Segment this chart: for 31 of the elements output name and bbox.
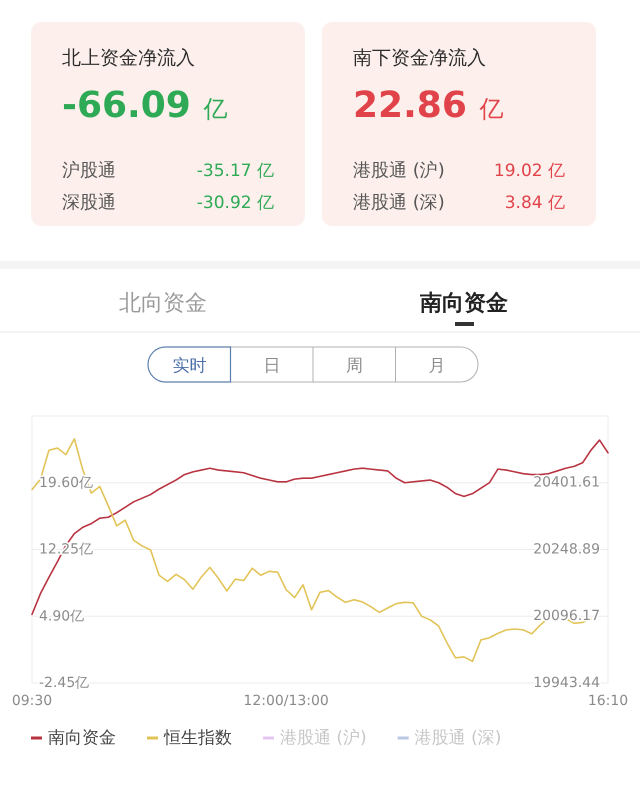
text: 22.86 亿 bbox=[353, 85, 504, 126]
y2-tick-label: 20096.17 bbox=[533, 608, 600, 624]
button: 月 bbox=[395, 346, 478, 382]
y2-tick-label: 20248.89 bbox=[533, 542, 600, 558]
text: 港股通 (沪) bbox=[353, 160, 445, 181]
text: 北向资金 bbox=[119, 291, 207, 316]
text: 深股通 bbox=[62, 192, 116, 213]
y-tick-label: -2.45亿 bbox=[39, 675, 90, 691]
legend-label: 港股通 (沪) bbox=[280, 728, 367, 748]
text: 南下资金净流入 bbox=[353, 47, 486, 69]
button: 日 bbox=[230, 346, 314, 382]
legend-label: 港股通 (深) bbox=[414, 728, 502, 748]
button: 实时 bbox=[147, 346, 232, 383]
text: 3.84 亿 bbox=[504, 193, 565, 213]
text: -30.92 亿 bbox=[196, 193, 274, 213]
legend-label: 南向资金 bbox=[48, 728, 116, 748]
y2-tick-label: 20401.61 bbox=[533, 474, 600, 491]
text: -66.09 亿 bbox=[62, 85, 228, 126]
x-tick-label: 12:00/13:00 bbox=[243, 693, 329, 709]
text: 北上资金净流入 bbox=[62, 47, 195, 69]
text: 19.02 亿 bbox=[494, 161, 565, 181]
text: -35.17 亿 bbox=[196, 161, 274, 181]
text: 港股通 (深) bbox=[353, 192, 445, 213]
text: 沪股通 bbox=[62, 160, 116, 181]
legend-label: 恒生指数 bbox=[163, 728, 232, 748]
y2-tick-label: 19943.44 bbox=[533, 675, 600, 691]
text: 南向资金 bbox=[419, 291, 508, 316]
x-tick-label: 09:30 bbox=[12, 693, 52, 709]
x-tick-label: 16:10 bbox=[588, 693, 628, 709]
y-tick-label: 4.90亿 bbox=[39, 608, 84, 624]
button: 周 bbox=[312, 346, 396, 382]
